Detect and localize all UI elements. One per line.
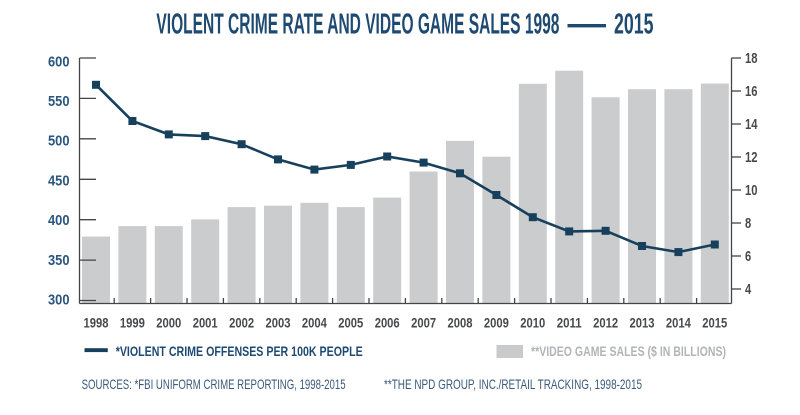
svg-text:2015: 2015 [614, 9, 654, 41]
svg-text:8: 8 [745, 216, 751, 232]
svg-text:2011: 2011 [557, 315, 582, 331]
svg-text:2010: 2010 [520, 315, 545, 331]
svg-text:600: 600 [48, 54, 70, 70]
svg-text:400: 400 [48, 213, 70, 229]
svg-text:VIOLENT CRIME RATE AND VIDEO G: VIOLENT CRIME RATE AND VIDEO GAME SALES … [156, 9, 559, 41]
svg-text:2015: 2015 [702, 315, 727, 331]
svg-text:2003: 2003 [266, 315, 291, 331]
svg-text:14: 14 [745, 117, 758, 133]
svg-text:450: 450 [48, 174, 70, 190]
svg-text:350: 350 [48, 253, 70, 269]
svg-text:550: 550 [48, 94, 70, 110]
svg-text:1998: 1998 [84, 315, 109, 331]
svg-text:10: 10 [745, 183, 758, 199]
svg-text:2014: 2014 [666, 315, 691, 331]
svg-text:*VIOLENT CRIME OFFENSES PER 10: *VIOLENT CRIME OFFENSES PER 100K PEOPLE [116, 343, 363, 359]
svg-text:2008: 2008 [448, 315, 473, 331]
svg-text:2006: 2006 [375, 315, 400, 331]
svg-text:6: 6 [745, 249, 751, 265]
svg-text:2013: 2013 [630, 315, 655, 331]
svg-text:12: 12 [745, 150, 758, 166]
svg-text:2012: 2012 [593, 315, 618, 331]
svg-text:18: 18 [745, 51, 758, 67]
svg-text:2005: 2005 [338, 315, 363, 331]
svg-text:SOURCES: *FBI UNIFORM CRIME RE: SOURCES: *FBI UNIFORM CRIME REPORTING, 1… [82, 377, 346, 392]
svg-text:2002: 2002 [229, 315, 254, 331]
svg-text:**VIDEO GAME SALES ($ IN BILLI: **VIDEO GAME SALES ($ IN BILLIONS) [531, 343, 726, 359]
svg-text:4: 4 [745, 282, 751, 298]
svg-text:16: 16 [745, 84, 758, 100]
svg-text:2004: 2004 [302, 315, 327, 331]
svg-text:500: 500 [48, 134, 70, 150]
svg-text:1999: 1999 [120, 315, 145, 331]
svg-text:2001: 2001 [193, 315, 218, 331]
svg-text:2000: 2000 [156, 315, 181, 331]
svg-text:2009: 2009 [484, 315, 509, 331]
svg-text:**THE NPD GROUP, INC./RETAIL T: **THE NPD GROUP, INC./RETAIL TRACKING, 1… [384, 377, 642, 392]
svg-text:300: 300 [48, 293, 70, 309]
svg-text:2007: 2007 [411, 315, 436, 331]
